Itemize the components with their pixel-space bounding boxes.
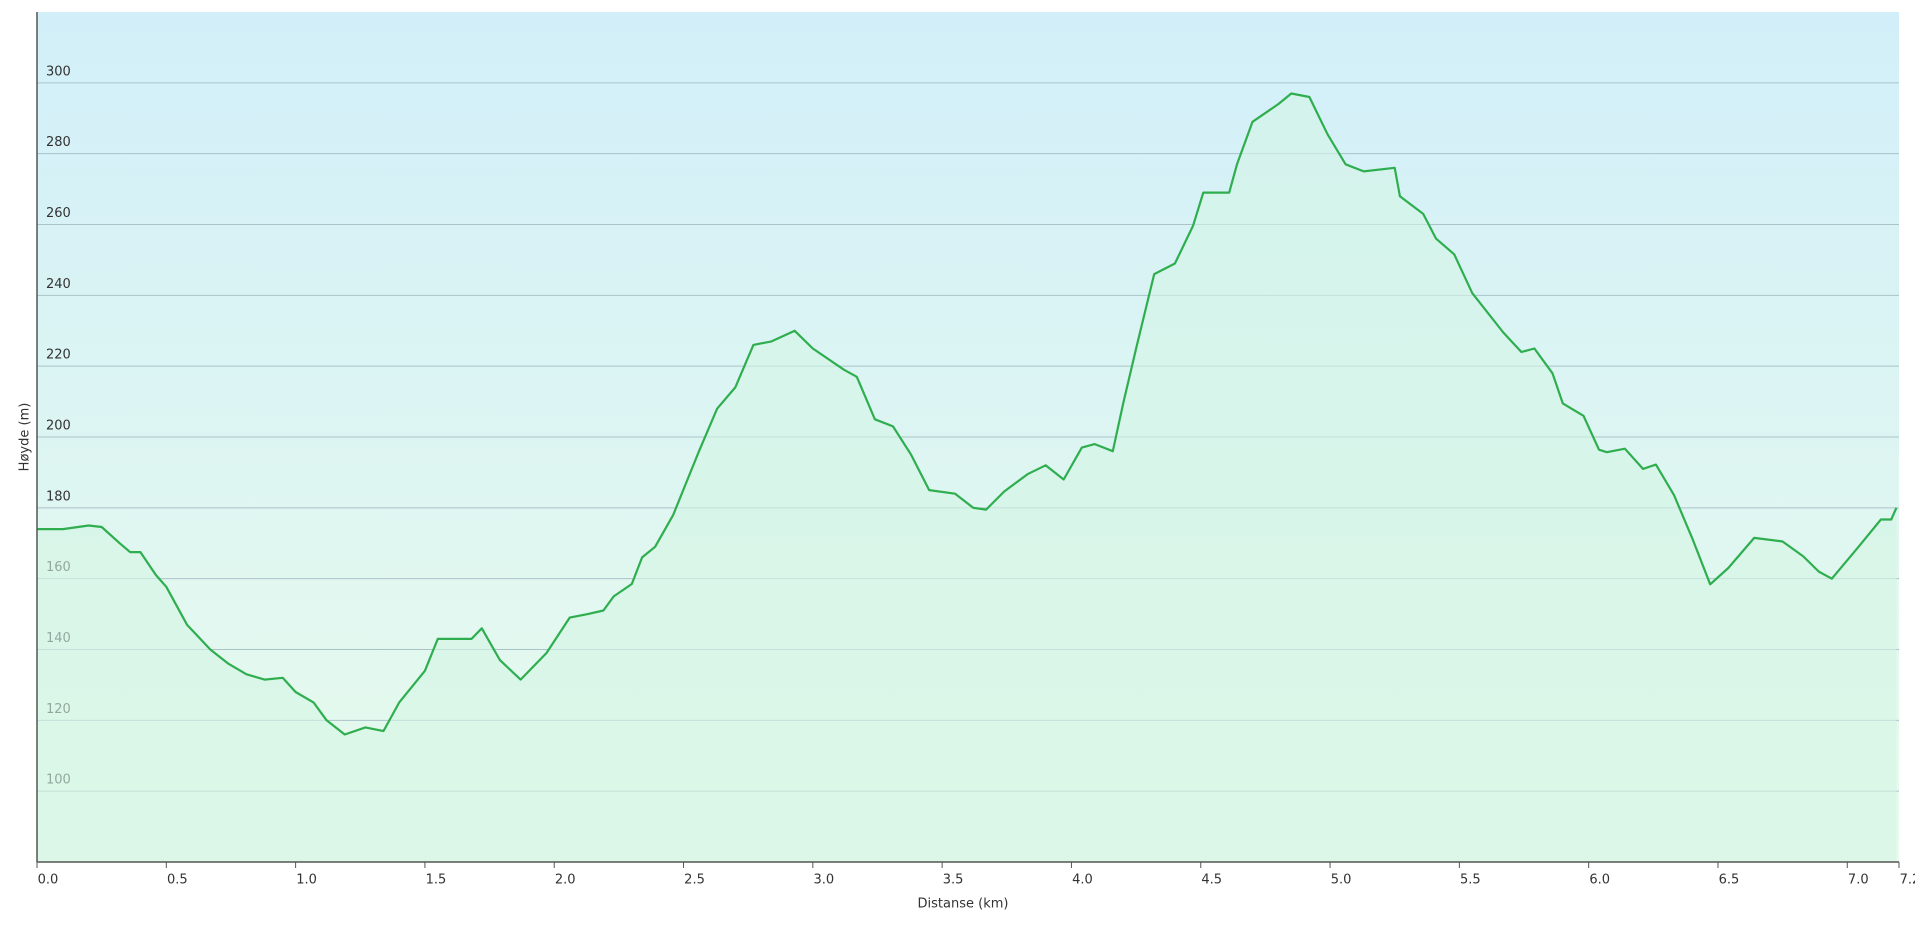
x-tick-label: 2.5 <box>684 873 705 888</box>
area-fill <box>37 93 1897 862</box>
x-tick-label: 3.5 <box>943 873 964 888</box>
x-tick-label: 0.0 <box>38 873 59 888</box>
y-axis-label: Høyde (m) <box>18 403 33 472</box>
x-tick-label: 1.5 <box>426 873 447 888</box>
x-tick-label: 6.5 <box>1719 873 1740 888</box>
y-tick-label: 200 <box>46 419 71 434</box>
y-tick-label: 300 <box>46 64 71 79</box>
x-tick-label: 6.0 <box>1589 873 1610 888</box>
y-tick-label: 260 <box>46 206 71 221</box>
x-tick-label: 0.5 <box>167 873 188 888</box>
y-tick-label: 180 <box>46 489 71 504</box>
elevation-line <box>37 92 1898 736</box>
x-tick-label: 4.0 <box>1072 873 1093 888</box>
x-tick-label: 1.0 <box>296 873 317 888</box>
x-tick-label: 7.2 <box>1900 873 1915 888</box>
x-tick-label: 5.0 <box>1331 873 1352 888</box>
y-tick-label: 240 <box>46 277 71 292</box>
x-axis-label: Distanse (km) <box>918 897 1009 912</box>
x-tick-label: 5.5 <box>1460 873 1481 888</box>
x-tick-label: 4.5 <box>1201 873 1222 888</box>
x-tick-label: 3.0 <box>813 873 834 888</box>
x-tick-label: 2.0 <box>555 873 576 888</box>
x-tick-label: 7.0 <box>1848 873 1869 888</box>
y-tick-label: 220 <box>46 348 71 363</box>
y-tick-label: 280 <box>46 135 71 150</box>
